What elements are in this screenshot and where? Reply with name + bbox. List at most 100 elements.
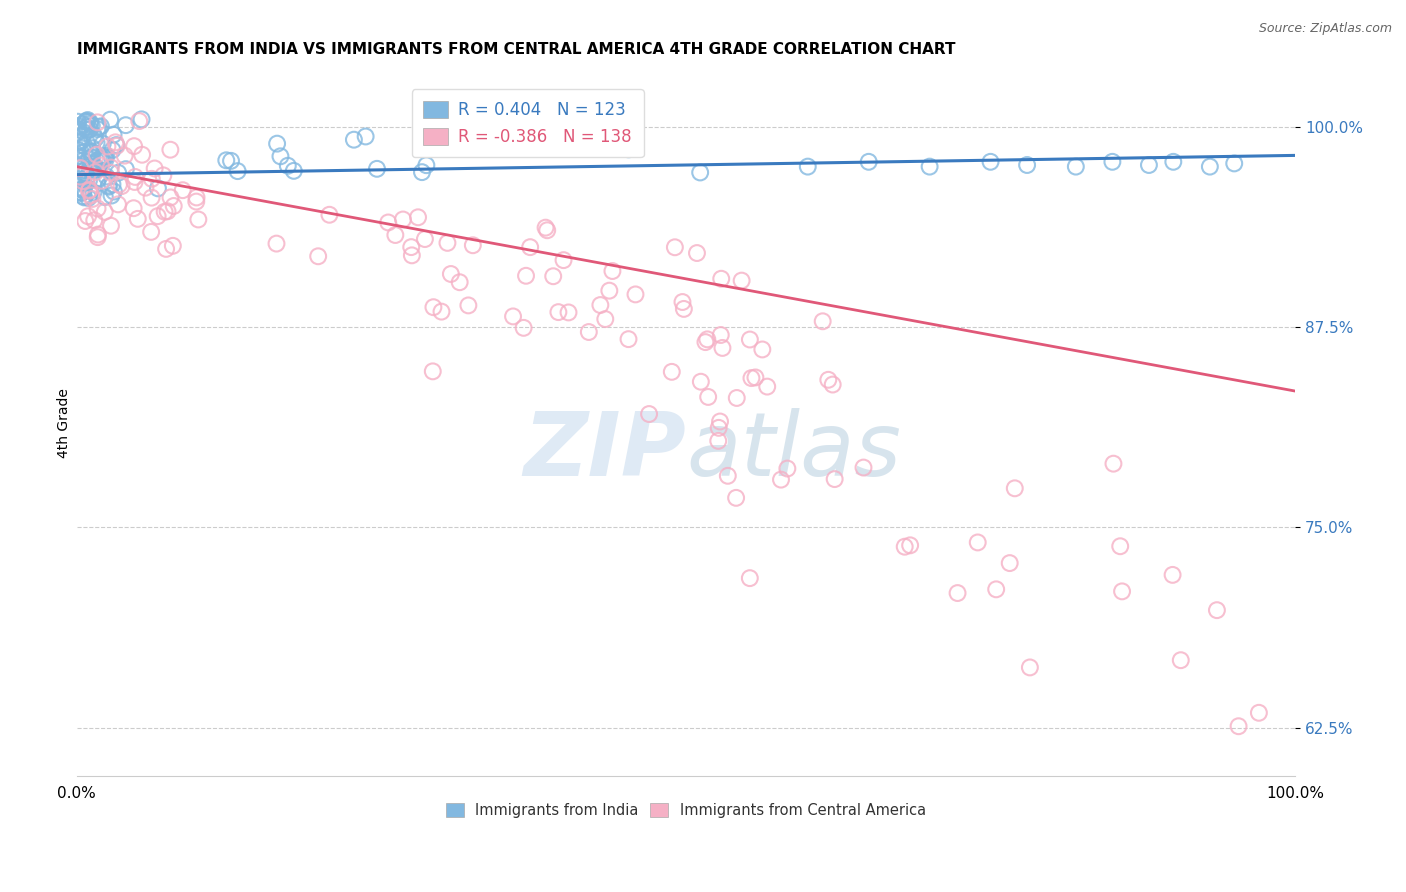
Point	[76, 169, 98, 184]
Point	[1102, 457, 1125, 471]
Point	[107, 197, 129, 211]
Point	[128, 114, 150, 128]
Point	[67, 122, 90, 136]
Point	[75, 114, 97, 128]
Point	[101, 143, 124, 157]
Point	[82, 145, 104, 159]
Point	[1163, 154, 1185, 169]
Point	[695, 335, 717, 350]
Point	[96, 139, 118, 153]
Point	[66, 136, 89, 150]
Point	[457, 298, 479, 312]
Point	[707, 421, 730, 435]
Point	[79, 145, 101, 159]
Point	[817, 373, 839, 387]
Point	[86, 147, 108, 161]
Point	[769, 473, 792, 487]
Point	[105, 139, 128, 153]
Point	[730, 274, 752, 288]
Point	[797, 160, 820, 174]
Point	[547, 305, 569, 319]
Point	[87, 171, 110, 186]
Point	[430, 304, 453, 318]
Point	[738, 333, 761, 347]
Point	[108, 178, 131, 192]
Point	[66, 143, 89, 157]
Point	[1206, 603, 1229, 617]
Point	[697, 390, 720, 404]
Point	[186, 190, 208, 204]
Point	[661, 365, 683, 379]
Point	[86, 154, 108, 169]
Point	[946, 586, 969, 600]
Point	[1247, 706, 1270, 720]
Point	[1111, 584, 1133, 599]
Point	[91, 136, 114, 151]
Point	[141, 171, 163, 186]
Point	[101, 178, 124, 192]
Point	[122, 139, 145, 153]
Point	[152, 169, 174, 183]
Point	[122, 201, 145, 215]
Point	[114, 118, 136, 132]
Point	[725, 391, 748, 405]
Point	[163, 199, 186, 213]
Point	[77, 184, 100, 198]
Point	[422, 364, 444, 378]
Point	[638, 407, 661, 421]
Point	[399, 240, 422, 254]
Point	[219, 153, 242, 168]
Point	[110, 179, 132, 194]
Point	[406, 211, 429, 225]
Point	[77, 152, 100, 166]
Point	[82, 186, 104, 200]
Point	[776, 461, 799, 475]
Point	[898, 538, 921, 552]
Point	[114, 148, 136, 162]
Point	[384, 227, 406, 242]
Point	[134, 180, 156, 194]
Point	[76, 120, 98, 134]
Point	[283, 164, 305, 178]
Point	[87, 227, 110, 242]
Point	[215, 153, 238, 168]
Point	[87, 162, 110, 177]
Y-axis label: 4th Grade: 4th Grade	[58, 388, 72, 458]
Point	[1109, 539, 1132, 553]
Point	[86, 122, 108, 136]
Point	[72, 182, 94, 196]
Point	[96, 148, 118, 162]
Point	[1064, 160, 1087, 174]
Point	[86, 115, 108, 129]
Point	[84, 131, 107, 145]
Text: Source: ZipAtlas.com: Source: ZipAtlas.com	[1258, 22, 1392, 36]
Point	[717, 468, 740, 483]
Point	[98, 178, 121, 193]
Point	[266, 236, 288, 251]
Point	[77, 191, 100, 205]
Point	[449, 275, 471, 289]
Point	[1017, 158, 1039, 172]
Point	[86, 173, 108, 187]
Point	[73, 166, 96, 180]
Point	[94, 150, 117, 164]
Point	[75, 214, 97, 228]
Point	[709, 415, 731, 429]
Point	[76, 122, 98, 136]
Point	[96, 169, 118, 184]
Point	[710, 272, 733, 286]
Point	[100, 161, 122, 175]
Point	[67, 119, 90, 133]
Point	[76, 114, 98, 128]
Point	[578, 325, 600, 339]
Point	[72, 175, 94, 189]
Point	[354, 129, 377, 144]
Point	[73, 139, 96, 153]
Point	[159, 143, 181, 157]
Point	[70, 186, 93, 200]
Point	[413, 232, 436, 246]
Point	[69, 164, 91, 178]
Point	[557, 305, 579, 319]
Point	[84, 165, 107, 179]
Point	[740, 371, 762, 385]
